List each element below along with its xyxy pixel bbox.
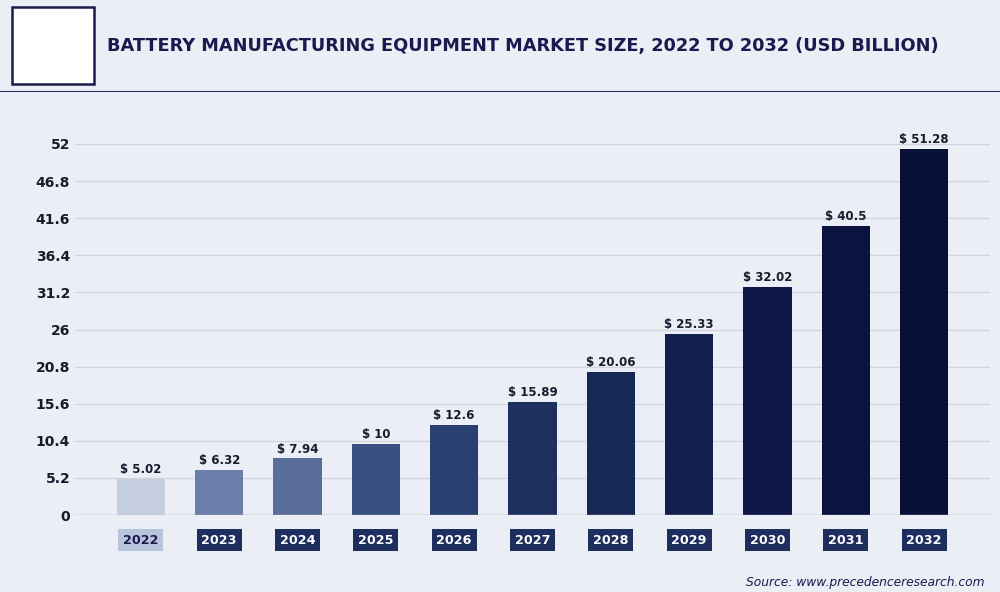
Bar <box>822 226 870 515</box>
Bar <box>352 443 400 515</box>
Text: 2026: 2026 <box>436 533 472 546</box>
Text: $ 20.06: $ 20.06 <box>586 356 636 369</box>
Text: RESEARCH: RESEARCH <box>29 53 77 62</box>
Text: $ 10: $ 10 <box>362 428 390 441</box>
Text: $ 25.33: $ 25.33 <box>664 318 714 332</box>
Bar <box>508 401 557 515</box>
Text: BATTERY MANUFACTURING EQUIPMENT MARKET SIZE, 2022 TO 2032 (USD BILLION): BATTERY MANUFACTURING EQUIPMENT MARKET S… <box>107 37 939 55</box>
Bar <box>900 149 948 515</box>
Text: $ 7.94: $ 7.94 <box>277 443 318 455</box>
Text: 2030: 2030 <box>750 533 785 546</box>
Bar <box>117 479 165 515</box>
Text: PRECEDENCE: PRECEDENCE <box>24 24 82 33</box>
Bar <box>665 334 713 515</box>
Text: 2022: 2022 <box>123 533 159 546</box>
Text: 2024: 2024 <box>280 533 315 546</box>
Text: 2031: 2031 <box>828 533 864 546</box>
Bar <box>430 425 478 515</box>
Text: $ 5.02: $ 5.02 <box>120 464 162 477</box>
FancyBboxPatch shape <box>12 7 94 85</box>
Text: $ 40.5: $ 40.5 <box>825 210 867 223</box>
Text: 2029: 2029 <box>671 533 707 546</box>
Text: $ 12.6: $ 12.6 <box>433 409 475 422</box>
Bar <box>587 372 635 515</box>
Text: $ 51.28: $ 51.28 <box>899 133 949 146</box>
Text: $ 6.32: $ 6.32 <box>199 454 240 467</box>
Text: 2027: 2027 <box>515 533 550 546</box>
Text: 2025: 2025 <box>358 533 394 546</box>
Bar <box>273 458 322 515</box>
Bar <box>195 470 243 515</box>
Text: Source: www.precedenceresearch.com: Source: www.precedenceresearch.com <box>746 576 985 589</box>
Text: $ 15.89: $ 15.89 <box>508 386 557 399</box>
Text: 2028: 2028 <box>593 533 629 546</box>
Text: $ 32.02: $ 32.02 <box>743 271 792 284</box>
Text: 2032: 2032 <box>906 533 942 546</box>
Bar <box>743 287 792 515</box>
Text: 2023: 2023 <box>201 533 237 546</box>
